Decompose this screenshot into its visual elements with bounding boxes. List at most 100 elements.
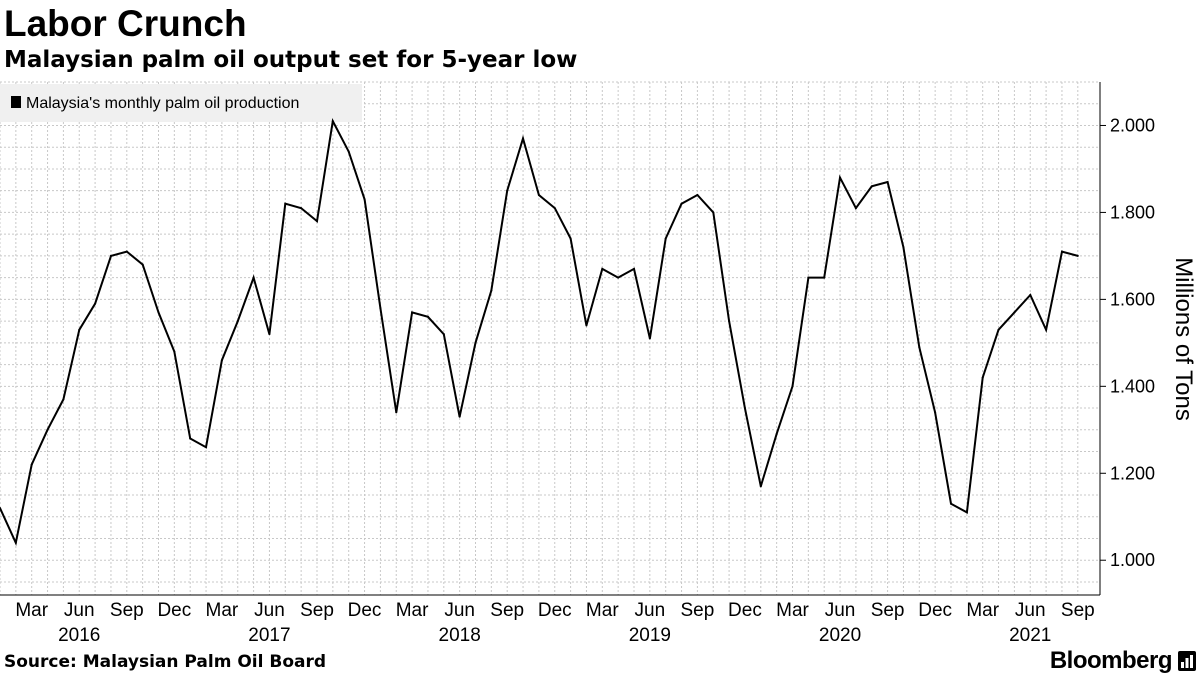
bloomberg-chart-icon <box>1178 651 1196 671</box>
data-point <box>1076 254 1079 257</box>
x-tick-label: Jun <box>825 600 856 621</box>
series <box>0 117 1079 547</box>
data-point <box>791 385 794 388</box>
data-point <box>759 485 762 488</box>
data-point <box>569 237 572 240</box>
y-tick-label: 1.000 <box>1110 550 1155 570</box>
axes <box>0 82 1101 596</box>
data-point <box>62 398 65 401</box>
data-point <box>252 276 255 279</box>
x-tick-label: Mar <box>206 600 239 621</box>
x-tick-label: Sep <box>490 600 524 621</box>
x-tick-label: Dec <box>157 600 191 621</box>
data-point <box>854 207 857 210</box>
data-point <box>141 263 144 266</box>
data-point <box>633 267 635 270</box>
source-note: Source: Malaysian Palm Oil Board <box>4 652 327 672</box>
x-year-label: 2020 <box>819 625 861 646</box>
data-point <box>411 311 414 314</box>
x-year-label: 2016 <box>58 625 100 646</box>
data-point <box>839 176 842 179</box>
chart-subtitle: Malaysian palm oil output set for 5-year… <box>4 47 578 73</box>
data-point <box>823 276 826 279</box>
x-tick-label: Sep <box>1061 600 1095 621</box>
tick-labels: 1.000 1.200 1.400 1.600 1.800 2.000 Mar Jun Sep D… <box>15 115 1155 646</box>
data-point <box>1060 250 1063 253</box>
data-point <box>870 185 873 188</box>
x-tick-label: Mar <box>776 600 809 621</box>
legend-label: Malaysia's monthly palm oil production <box>26 95 299 112</box>
y-tick-label: 1.400 <box>1110 376 1155 396</box>
x-tick-label: Dec <box>348 600 382 621</box>
data-point <box>125 250 128 253</box>
data-point <box>46 428 49 431</box>
y-tick-label: 2.000 <box>1110 115 1155 135</box>
data-point <box>300 207 303 210</box>
data-point <box>648 337 651 340</box>
x-tick-label: Jun <box>64 600 95 621</box>
x-year-label: 2017 <box>248 625 290 646</box>
data-point <box>14 541 17 544</box>
data-point <box>331 120 334 123</box>
x-tick-label: Sep <box>110 600 144 621</box>
x-tick-label: Mar <box>966 600 999 621</box>
x-tick-label: Sep <box>680 600 714 621</box>
data-point <box>1029 294 1032 297</box>
data-point <box>775 433 778 436</box>
x-tick-label: Sep <box>300 600 334 621</box>
data-point <box>284 202 287 205</box>
data-point <box>522 137 525 140</box>
legend-swatch <box>11 96 21 108</box>
data-point <box>617 276 620 279</box>
data-point <box>585 324 588 327</box>
data-point <box>680 202 683 205</box>
data-point <box>78 328 81 331</box>
data-point <box>965 511 968 514</box>
data-point <box>997 328 1000 331</box>
data-point <box>205 446 208 449</box>
y-tick-label: 1.200 <box>1110 463 1155 483</box>
x-tick-label: Jun <box>1015 600 1046 621</box>
data-point <box>426 315 429 318</box>
data-point <box>886 180 889 183</box>
data-point <box>601 267 604 270</box>
data-point <box>0 507 1 510</box>
x-tick-label: Jun <box>444 600 475 621</box>
data-point <box>1045 328 1048 331</box>
bloomberg-logo: Bloomberg <box>1049 647 1173 674</box>
data-point <box>94 302 97 305</box>
data-point <box>664 237 667 240</box>
data-point <box>157 311 160 314</box>
x-year-label: 2018 <box>439 625 481 646</box>
x-tick-label: Jun <box>254 600 285 621</box>
x-tick-label: Sep <box>871 600 905 621</box>
data-point <box>807 276 810 279</box>
x-tick-label: Mar <box>15 600 48 621</box>
data-point <box>950 502 952 505</box>
data-point <box>347 150 350 153</box>
data-point <box>363 198 366 201</box>
data-point <box>1013 311 1016 314</box>
data-point <box>712 211 715 214</box>
data-point <box>458 415 461 418</box>
y-tick-label: 1.600 <box>1110 289 1155 309</box>
x-year-label: 2021 <box>1009 625 1051 646</box>
x-year-label: 2019 <box>629 625 671 646</box>
x-tick-label: Dec <box>728 600 762 621</box>
x-tick-label: Mar <box>586 600 619 621</box>
x-tick-label: Dec <box>538 600 572 621</box>
y-axis-label: Millions of Tons <box>1170 257 1197 421</box>
data-point <box>537 194 540 197</box>
legend-background <box>0 84 362 122</box>
data-point <box>553 207 556 210</box>
gridlines <box>0 81 1100 595</box>
data-point <box>902 246 905 249</box>
y-tick-label: 1.800 <box>1110 202 1155 222</box>
data-point <box>696 194 699 197</box>
x-tick-label: Jun <box>635 600 666 621</box>
data-point <box>189 437 192 440</box>
data-point <box>743 407 746 410</box>
data-point <box>173 350 176 353</box>
data-point <box>442 333 445 336</box>
